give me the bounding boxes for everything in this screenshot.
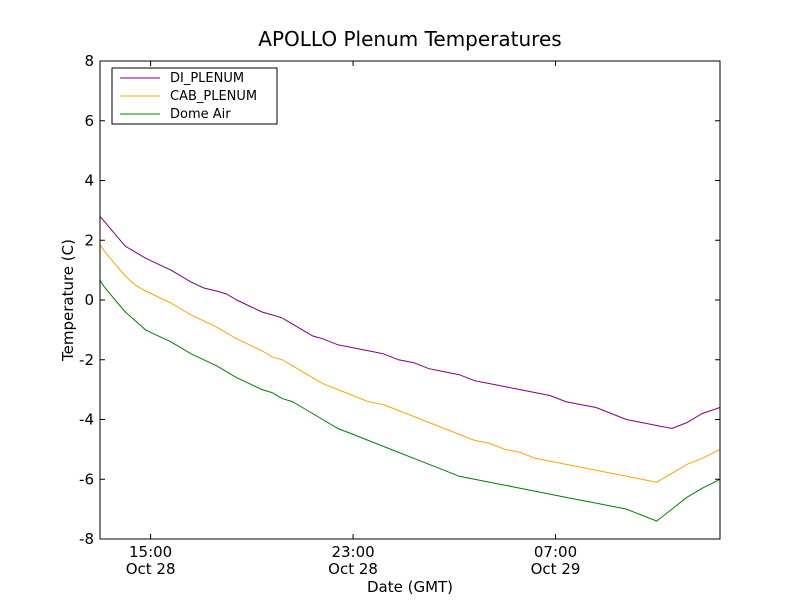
legend-label: Dome Air bbox=[170, 107, 231, 122]
x-tick-label-time: 07:00 bbox=[534, 543, 577, 561]
y-axis-label: Temperature (C) bbox=[59, 239, 77, 362]
x-tick-label-date: Oct 29 bbox=[531, 560, 581, 578]
x-tick-label-date: Oct 28 bbox=[328, 560, 378, 578]
x-tick-label-time: 23:00 bbox=[331, 543, 374, 561]
y-tick-label: 8 bbox=[84, 52, 94, 70]
y-tick-label: 2 bbox=[84, 231, 94, 249]
plot-frame bbox=[99, 60, 721, 540]
y-tick-label: -4 bbox=[79, 411, 94, 429]
y-tick-label: 0 bbox=[84, 291, 94, 309]
y-tick-label: -6 bbox=[79, 470, 94, 488]
series-line-dome-air bbox=[100, 279, 720, 522]
series-line-cab-plenum bbox=[100, 243, 720, 483]
x-tick-label-date: Oct 28 bbox=[126, 560, 176, 578]
legend: DI_PLENUM CAB_PLENUM Dome Air bbox=[111, 67, 278, 125]
legend-label: CAB_PLENUM bbox=[170, 89, 257, 104]
x-tick-label-time: 15:00 bbox=[129, 543, 172, 561]
y-tick-label: -8 bbox=[79, 530, 94, 548]
chart-title: APOLLO Plenum Temperatures bbox=[258, 27, 561, 51]
y-tick-label: 6 bbox=[84, 112, 94, 130]
y-tick-label: -2 bbox=[79, 351, 94, 369]
y-tick-label: 4 bbox=[84, 172, 94, 190]
series-line-di-plenum bbox=[100, 215, 720, 430]
legend-label: DI_PLENUM bbox=[170, 71, 244, 86]
x-axis-label: Date (GMT) bbox=[367, 578, 453, 596]
